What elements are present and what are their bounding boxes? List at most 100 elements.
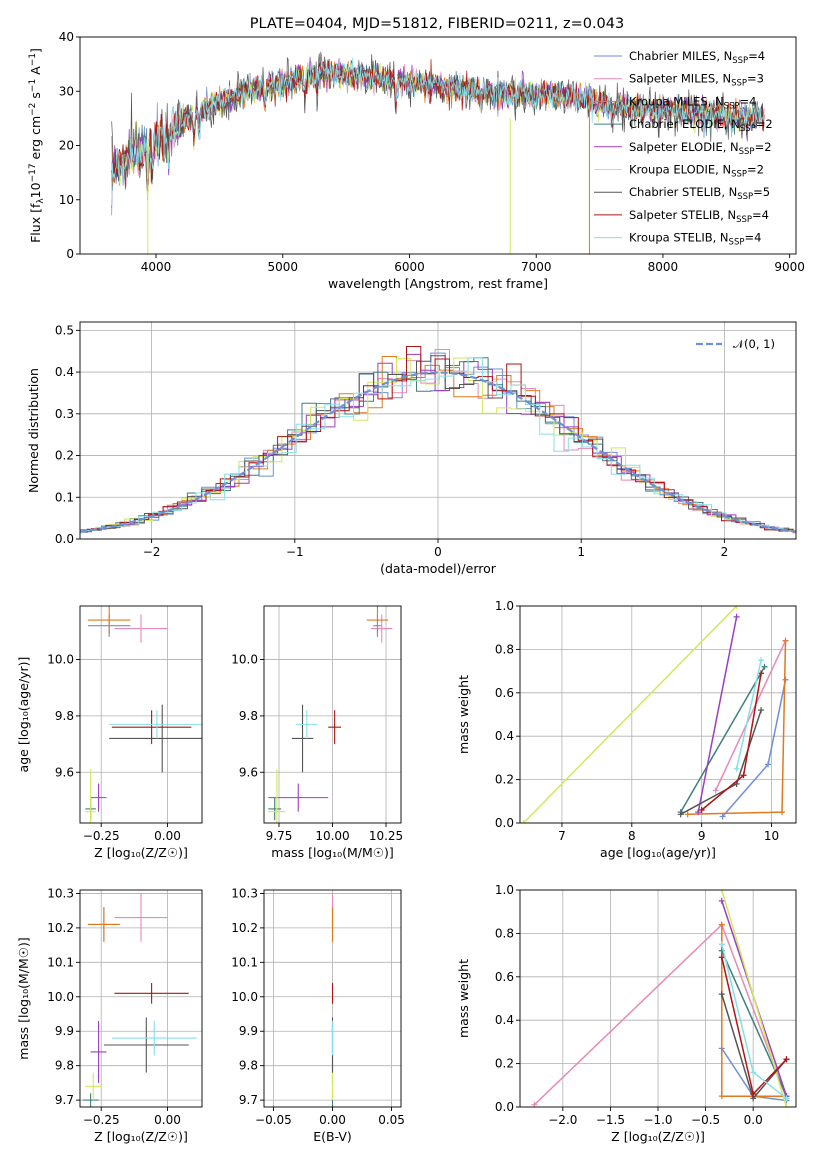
weight-line-6 <box>680 709 762 815</box>
residuals-plot-area <box>80 346 796 534</box>
weight-marker-2 <box>684 811 691 818</box>
errorbar-5 <box>85 769 96 823</box>
legend-label-name: Chabrier STELIB, N <box>629 185 737 199</box>
y-tick-label: 10.3 <box>47 886 74 900</box>
normal-curve <box>80 371 796 533</box>
y-tick-label: 10.1 <box>47 955 74 969</box>
weight-marker-2 <box>779 809 786 816</box>
y-tick-label: 9.6 <box>239 765 258 779</box>
weight-marker-3 <box>761 663 768 670</box>
spectrum-plot-area <box>111 51 765 254</box>
legend-label-name: Kroupa STELIB, N <box>629 231 729 245</box>
y-tick-label: 9.7 <box>55 1093 74 1107</box>
y-tick-label: 0.3 <box>55 407 74 421</box>
errorbar-1 <box>114 614 168 643</box>
spectrum-line-8 <box>111 57 765 206</box>
legend-label-sub: SSP <box>729 238 745 248</box>
legend-label-suffix: =4 <box>739 94 756 108</box>
spectrum-line-6 <box>111 51 765 192</box>
legend-label-sub: SSP <box>732 56 748 66</box>
errorbar-7 <box>328 710 342 745</box>
x-axis-label: E(B-V) <box>313 1129 352 1144</box>
x-tick-label: −0.25 <box>83 829 120 843</box>
x-axis-label: wavelength [Angstrom, rest frame] <box>328 276 548 291</box>
weight-marker-5 <box>783 1104 790 1107</box>
weight-line-3 <box>680 666 766 813</box>
legend-label-7: Salpeter STELIB, NSSP=4 <box>629 208 769 225</box>
age-vs-Z-axes: −0.25 0.00 9.6 9.8 10.0 Z [log₁₀(Z/Z☉)] age [l… <box>16 605 203 860</box>
y-axis-label-part: A <box>28 66 43 79</box>
legend-label-6: Chabrier STELIB, NSSP=5 <box>629 185 770 202</box>
x-axis-label: (data-model)/error <box>380 561 497 576</box>
x-tick-label: 8000 <box>648 260 679 274</box>
y-tick-label: 0.2 <box>495 1057 514 1071</box>
errorbar-2 <box>87 907 120 942</box>
errorbar-7 <box>114 983 189 1004</box>
errorbar-4 <box>90 1020 107 1083</box>
errorbar-1 <box>114 893 168 942</box>
y-axis-label-part: s <box>28 92 43 103</box>
x-tick-label: −1.0 <box>643 1113 672 1127</box>
errorbar-7 <box>111 710 192 745</box>
x-tick-label: 8 <box>628 829 636 843</box>
weight-marker-8 <box>718 941 725 948</box>
legend-label-sub: SSP <box>731 170 747 180</box>
massweight-vs-age-plot-area <box>520 606 789 823</box>
x-tick-label: −2 <box>143 545 161 559</box>
x-tick-label: 0.00 <box>154 829 181 843</box>
legend-label-1: Salpeter MILES, NSSP=3 <box>629 72 764 89</box>
legend-label-2: Kroupa MILES, NSSP=4 <box>629 94 756 111</box>
weight-marker-2 <box>782 637 789 644</box>
x-tick-label: 0.0 <box>744 1113 763 1127</box>
legend-label-normal: 𝒩(0, 1) <box>733 337 775 351</box>
errorbar-8 <box>296 710 318 739</box>
histogram-4 <box>80 353 796 533</box>
weight-line-5 <box>522 606 738 823</box>
errorbar-5 <box>268 769 286 823</box>
axes-frame <box>79 605 203 824</box>
x-tick-label: 9000 <box>774 260 805 274</box>
y-tick-label: 0.0 <box>495 816 514 830</box>
weight-marker-6 <box>677 811 684 818</box>
weight-line-8 <box>735 660 762 769</box>
legend-label-suffix: =3 <box>747 72 764 86</box>
y-tick-label: 0.0 <box>55 532 74 546</box>
weight-marker-8 <box>783 1095 790 1102</box>
weight-line-4 <box>697 616 738 813</box>
x-tick-label: 1 <box>577 545 585 559</box>
y-axis-label: Flux [fλ10−17 erg cm−2 s−1 A−1] <box>28 48 46 243</box>
weight-marker-4 <box>718 897 725 904</box>
x-axis-label: age [log₁₀(age/yr)] <box>600 845 716 860</box>
massweight-vs-Z-axes: −2.0 −1.5 −1.0 −0.5 0.0 0.0 0.2 0.4 0.6 0.8 1.0 Z [… <box>456 883 797 1144</box>
x-tick-label: 4000 <box>141 260 172 274</box>
y-tick-label: 0.5 <box>55 323 74 337</box>
y-tick-label: 1.0 <box>495 883 514 897</box>
x-tick-label: 10.25 <box>369 829 403 843</box>
residuals-axes: −2 −1 0 1 2 0.0 0.1 0.2 0.3 0.4 0.5 (data-model)/er… <box>26 321 797 576</box>
y-tick-label: 9.8 <box>239 709 258 723</box>
y-axis-label-part: 10 <box>28 182 43 198</box>
axes-frame <box>79 36 797 255</box>
y-axis-label-part: ] <box>28 48 43 53</box>
errorbar-4 <box>90 783 107 812</box>
errorbar-6 <box>103 1017 189 1073</box>
y-tick-label: 1.0 <box>495 599 514 613</box>
y-axis-label-part: −1 <box>28 79 38 92</box>
weight-marker-6 <box>758 707 765 714</box>
legend-label-0: Chabrier MILES, NSSP=4 <box>629 49 765 66</box>
legend-label-5: Kroupa ELODIE, NSSP=2 <box>629 163 764 180</box>
x-axis-label: Z [log₁₀(Z/Z☉)] <box>94 845 188 860</box>
legend-label-name: Kroupa ELODIE, N <box>629 163 731 177</box>
weight-marker-8 <box>758 657 765 664</box>
residual-legend: 𝒩(0, 1) <box>696 337 775 351</box>
y-tick-label: 10.2 <box>47 921 74 935</box>
weight-marker-8 <box>733 765 740 772</box>
massweight-vs-Z-plot-area <box>531 890 790 1107</box>
weight-marker-0 <box>719 813 726 820</box>
y-tick-label: 9.6 <box>55 765 74 779</box>
x-axis-label: Z [log₁₀(Z/Z☉)] <box>611 1129 705 1144</box>
weight-marker-7 <box>740 772 747 779</box>
legend-label-sub: SSP <box>731 79 747 89</box>
y-axis-label-part: Flux [f <box>28 203 43 243</box>
y-tick-label: 10.0 <box>231 653 258 667</box>
